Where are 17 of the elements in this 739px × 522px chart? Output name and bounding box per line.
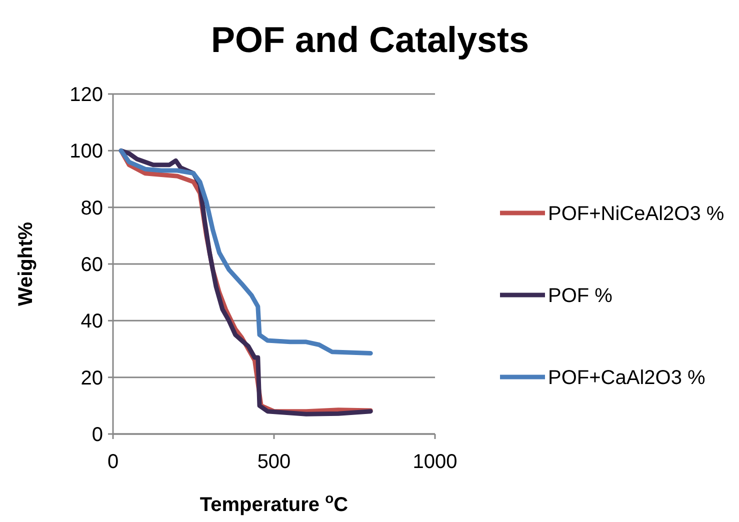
y-tick-label: 0 [92,424,103,446]
chart-title: POF and Catalysts [210,19,530,60]
y-tick-label: 80 [80,197,103,220]
x-tick-label: 0 [107,451,119,473]
x-axis-title: Temperature $^{o}$C [200,490,348,516]
y-tick-label: 20 [80,367,103,390]
line-series [118,148,373,356]
x-tick-label: 500 [257,451,291,473]
x-tick-label: 1000 [412,451,458,473]
y-axis-title: Weight% [15,222,37,306]
y-tick-label: 120 [70,84,103,106]
legend-label: POF+NiCeAl2O3 % [548,203,724,225]
legend-label: POF % [548,285,613,307]
y-tick-label: 60 [80,254,103,276]
legend-label: POF+CaAl2O3 % [548,367,706,389]
y-tick-label: 100 [70,140,103,163]
y-tick-label: 40 [80,310,103,333]
